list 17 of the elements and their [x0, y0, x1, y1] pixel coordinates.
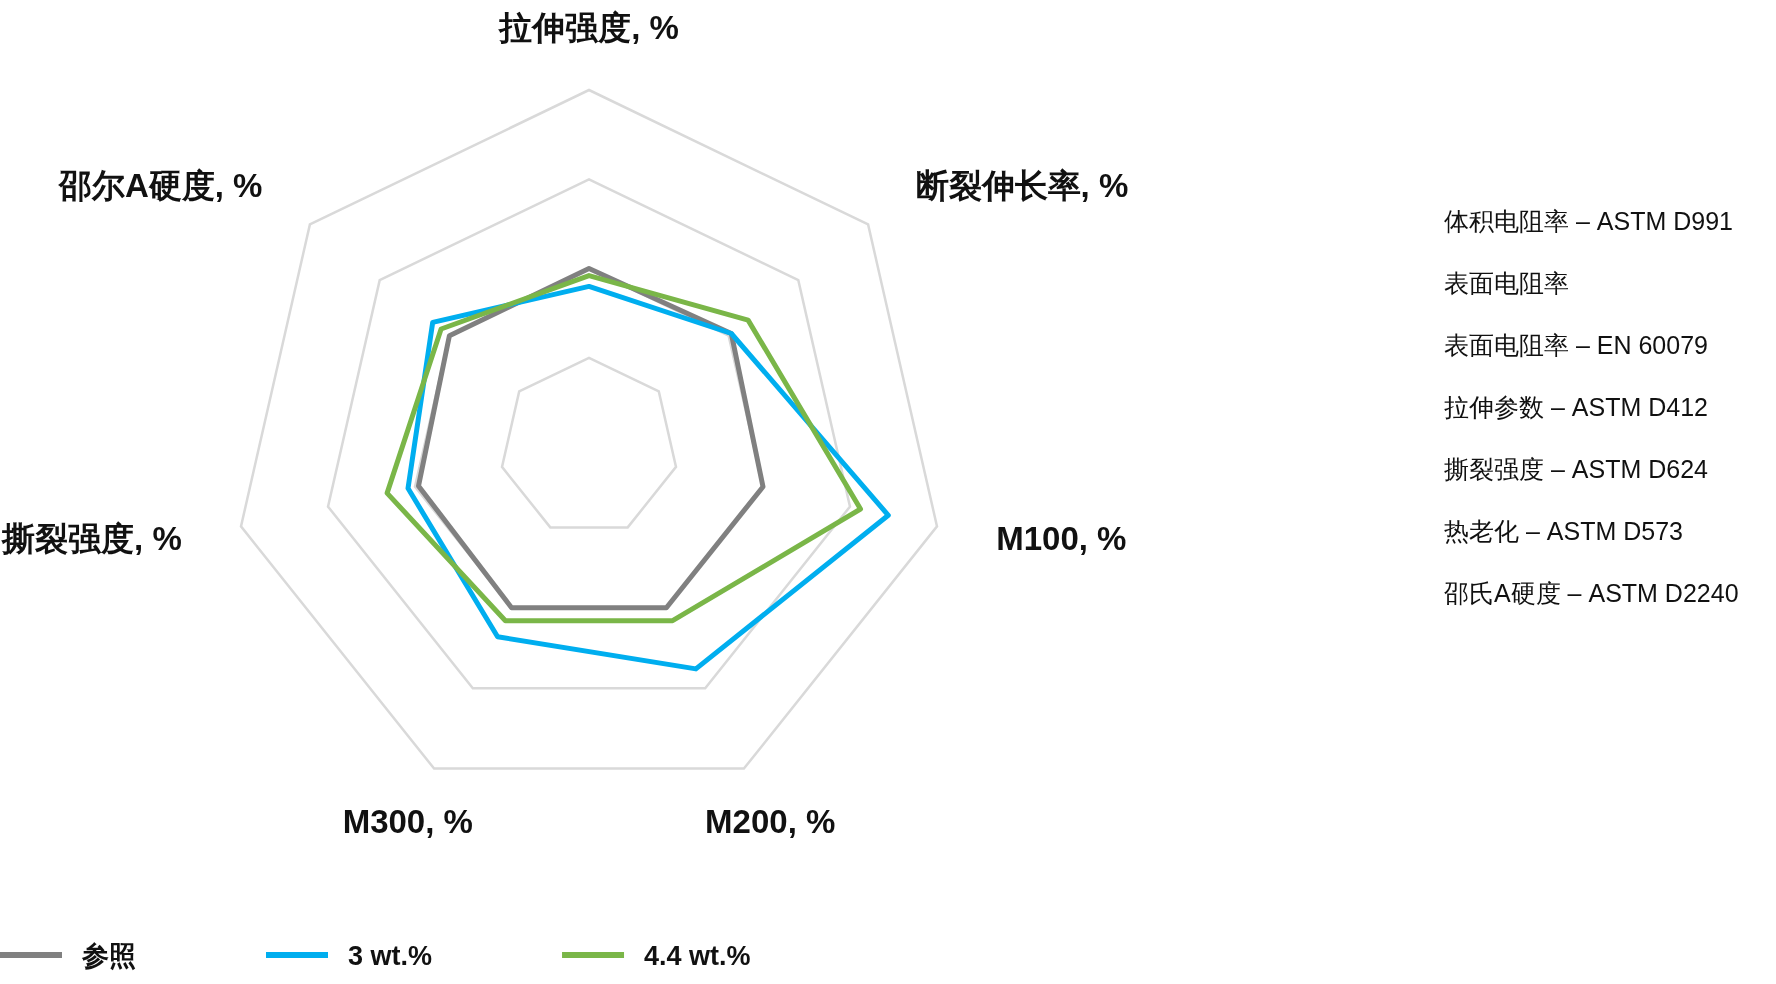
legend-label: 参照 — [81, 941, 136, 971]
text: 撕裂强度 – ASTM D624 — [1444, 455, 1709, 483]
text: 表面电阻率 — [1444, 269, 1569, 297]
spoke-label: 撕裂强度, % — [1, 519, 182, 557]
text: 表面电阻率 – EN 60079 — [1444, 331, 1708, 359]
text: 邵氏A硬度 – ASTM D2240 — [1444, 579, 1739, 607]
spoke-label: 拉伸强度, % — [498, 9, 679, 47]
spoke-label: M200, % — [705, 803, 836, 841]
legend-label: 4.4 wt.% — [644, 941, 751, 971]
spoke-label: 邵尔A硬度, % — [57, 166, 263, 204]
legend-label: 3 wt.% — [348, 941, 433, 971]
text: 拉伸参数 – ASTM D412 — [1444, 393, 1708, 421]
spoke-label: 断裂伸长率, % — [915, 166, 1129, 204]
text: 体积电阻率 – ASTM D991 — [1444, 207, 1733, 235]
spoke-label: M300, % — [342, 803, 473, 841]
spoke-label: M100, % — [996, 519, 1127, 557]
text: 热老化 – ASTM D573 — [1444, 517, 1683, 545]
